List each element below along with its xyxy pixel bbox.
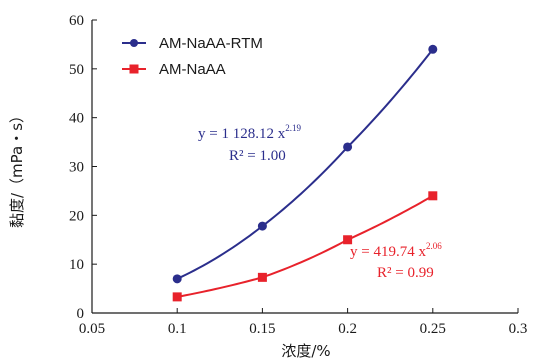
series-points [172, 44, 438, 302]
legend-label-0: AM-NaAA-RTM [159, 35, 263, 52]
legend-marker-0 [130, 39, 138, 47]
legend-label-1: AM-NaAA [159, 61, 226, 78]
fit-equation-rtm-lhs: y = 1 128.12 x [198, 126, 286, 142]
fit-equation-rtm-exponent: 2.19 [285, 123, 301, 133]
tick-labels: 0.05 0.1 0.15 0.2 0.25 0.3 0 10 20 30 40 50 60 [69, 13, 527, 337]
data-point-1 [343, 235, 353, 245]
data-point-1 [172, 292, 182, 302]
x-tick-label: 0.15 [249, 321, 275, 337]
x-tick-label: 0.1 [168, 321, 187, 337]
x-axis-title: 浓度/% [281, 342, 330, 360]
y-tick-label: 50 [69, 62, 84, 78]
data-point-0 [428, 44, 438, 54]
y-tick-label: 20 [69, 208, 84, 224]
x-tick-label: 0.2 [338, 321, 357, 337]
fit-equation-rtm: y = 1 128.12 x2.19 R² = 1.00 [198, 123, 301, 164]
fit-equation-naaa: y = 419.74 x2.06 R² = 0.99 [350, 241, 442, 281]
x-tick-label: 0.25 [420, 321, 446, 337]
fit-r2-naaa: R² = 0.99 [377, 265, 434, 281]
data-point-0 [257, 221, 267, 231]
series-line-1 [177, 194, 434, 298]
data-point-1 [257, 272, 267, 282]
fit-r2-rtm: R² = 1.00 [229, 148, 286, 164]
fit-equation-naaa-text: y = 419.74 x2.06 [350, 241, 442, 260]
series-lines [176, 48, 434, 298]
fit-equation-rtm-text: y = 1 128.12 x2.19 [198, 123, 301, 142]
x-tick-label: 0.05 [79, 321, 105, 337]
y-axis-title: 黏度/（mPa・s） [8, 108, 26, 228]
legend-marker-1 [129, 64, 139, 74]
data-point-0 [172, 274, 182, 284]
x-tick-label: 0.3 [509, 321, 528, 337]
fit-equation-naaa-exponent: 2.06 [426, 241, 442, 251]
legend: AM-NaAA-RTM AM-NaAA [122, 35, 263, 78]
y-tick-label: 10 [69, 257, 84, 273]
axes [91, 19, 519, 314]
y-tick-label: 30 [69, 160, 84, 176]
y-tick-label: 40 [69, 111, 84, 127]
series-line-0 [176, 48, 434, 280]
data-point-1 [428, 191, 438, 201]
fit-equation-naaa-lhs: y = 419.74 x [350, 244, 426, 260]
y-tick-label: 0 [77, 306, 85, 322]
data-point-0 [343, 142, 353, 152]
y-tick-label: 60 [69, 13, 84, 29]
